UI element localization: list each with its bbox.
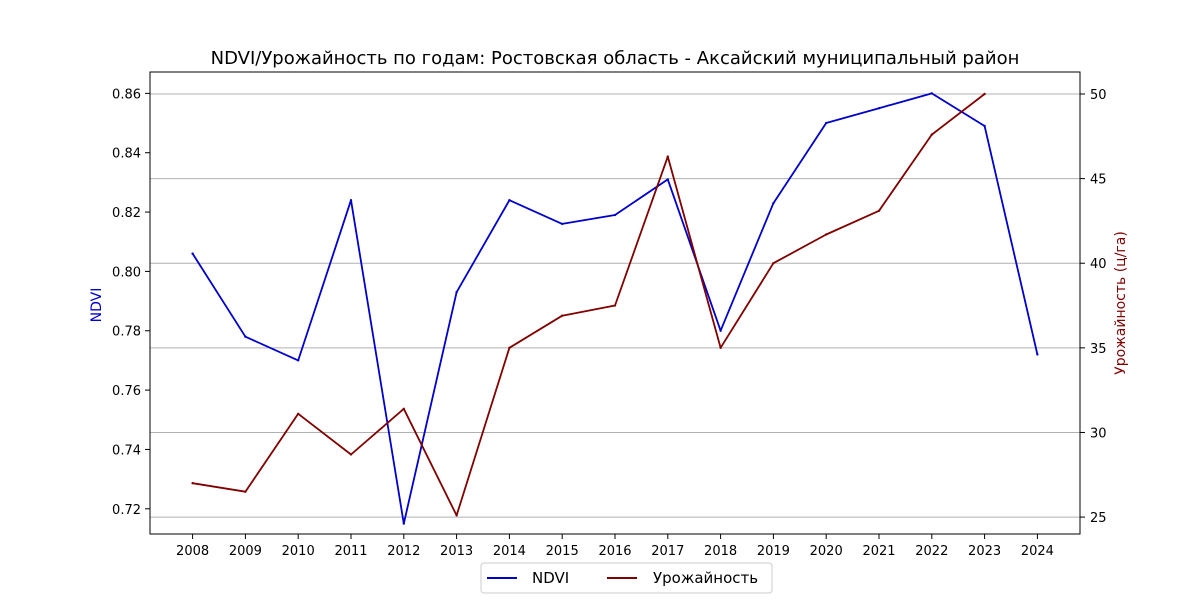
legend: NDVI Урожайность xyxy=(480,562,773,594)
ndvi-point xyxy=(1036,353,1039,356)
yield-point xyxy=(772,262,775,265)
yield-point xyxy=(297,412,300,416)
ndvi-point xyxy=(297,359,300,362)
y-left-tick-label: 0.80 xyxy=(112,265,141,280)
x-tick-label: 2009 xyxy=(229,544,262,559)
grid-layer xyxy=(150,93,1080,518)
ndvi-point xyxy=(508,198,511,202)
ndvi-point xyxy=(983,124,986,128)
ndvi-point xyxy=(666,178,669,181)
x-tick-label: 2023 xyxy=(968,544,1001,559)
series-line-yield xyxy=(191,93,986,517)
ndvi-point xyxy=(349,198,353,202)
yield-point xyxy=(244,490,247,493)
ndvi-point xyxy=(561,222,564,226)
y-axis-left: 0.72 0.74 0.76 0.78 0.80 0.82 0.84 0.86 xyxy=(112,87,150,518)
chart-title: NDVI/Урожайность по годам: Ростовская об… xyxy=(211,48,1020,69)
y-right-tick-label: 25 xyxy=(1090,511,1107,526)
x-tick-label: 2008 xyxy=(176,544,209,559)
x-tick-label: 2021 xyxy=(862,544,895,559)
yield-point xyxy=(666,155,669,158)
y-left-tick-label: 0.72 xyxy=(112,503,141,518)
yield-point xyxy=(349,453,353,456)
y-left-tick-label: 0.74 xyxy=(112,443,141,458)
yield-point xyxy=(930,133,933,136)
y-left-tick-label: 0.76 xyxy=(112,384,141,399)
ndvi-point xyxy=(402,522,405,525)
x-tick-label: 2013 xyxy=(440,544,473,559)
legend-label-yield: Урожайность xyxy=(653,569,758,587)
y-right-tick-label: 30 xyxy=(1090,426,1107,441)
x-tick-label: 2022 xyxy=(915,544,948,559)
legend-label-ndvi: NDVI xyxy=(532,569,569,587)
yield-point xyxy=(825,233,828,236)
ndvi-point xyxy=(244,335,247,338)
y-axis-right-label: Урожайность (ц/га) xyxy=(1113,231,1129,375)
x-tick-label: 2018 xyxy=(704,544,737,559)
yield-point xyxy=(508,346,511,350)
y-right-tick-label: 50 xyxy=(1090,88,1107,103)
x-tick-label: 2024 xyxy=(1021,544,1054,559)
x-tick-label: 2014 xyxy=(493,544,526,559)
y-axis-left-label: NDVI xyxy=(89,288,105,323)
y-left-tick-label: 0.82 xyxy=(112,206,141,221)
ndvi-point xyxy=(191,252,194,255)
y-right-tick-label: 45 xyxy=(1090,173,1107,188)
y-left-tick-label: 0.78 xyxy=(112,325,141,340)
x-tick-label: 2015 xyxy=(546,544,579,559)
series-layer xyxy=(191,92,1039,525)
y-left-tick-label: 0.84 xyxy=(112,147,141,162)
x-tick-label: 2012 xyxy=(387,544,420,559)
ndvi-point xyxy=(719,329,722,332)
yield-point xyxy=(455,514,458,517)
x-tick-label: 2011 xyxy=(334,544,367,559)
yield-point xyxy=(402,407,405,410)
ndvi-point xyxy=(825,121,828,125)
yield-point xyxy=(877,209,881,212)
y-right-tick-label: 35 xyxy=(1090,342,1107,357)
x-tick-label: 2010 xyxy=(282,544,315,559)
ndvi-point xyxy=(877,107,881,110)
y-left-tick-label: 0.86 xyxy=(112,87,141,102)
yield-point xyxy=(719,346,722,350)
y-right-tick-label: 40 xyxy=(1090,257,1107,272)
series-line-ndvi xyxy=(191,92,1039,525)
yield-point xyxy=(613,304,617,307)
x-tick-label: 2019 xyxy=(757,544,790,559)
ndvi-point xyxy=(613,213,617,217)
x-axis: 2008 2009 2010 2011 2012 2013 2014 2015 2016 2017… xyxy=(176,534,1054,559)
yield-point xyxy=(191,482,194,485)
ndvi-point xyxy=(772,201,775,205)
yield-point xyxy=(983,92,986,96)
y-axis-right: 25 30 35 40 45 50 xyxy=(1080,88,1107,526)
x-tick-label: 2017 xyxy=(651,544,684,559)
yield-point xyxy=(561,314,564,317)
x-tick-label: 2020 xyxy=(810,544,843,559)
ndvi-point xyxy=(930,92,933,95)
x-tick-label: 2016 xyxy=(598,544,631,559)
ndvi-point xyxy=(455,290,458,294)
